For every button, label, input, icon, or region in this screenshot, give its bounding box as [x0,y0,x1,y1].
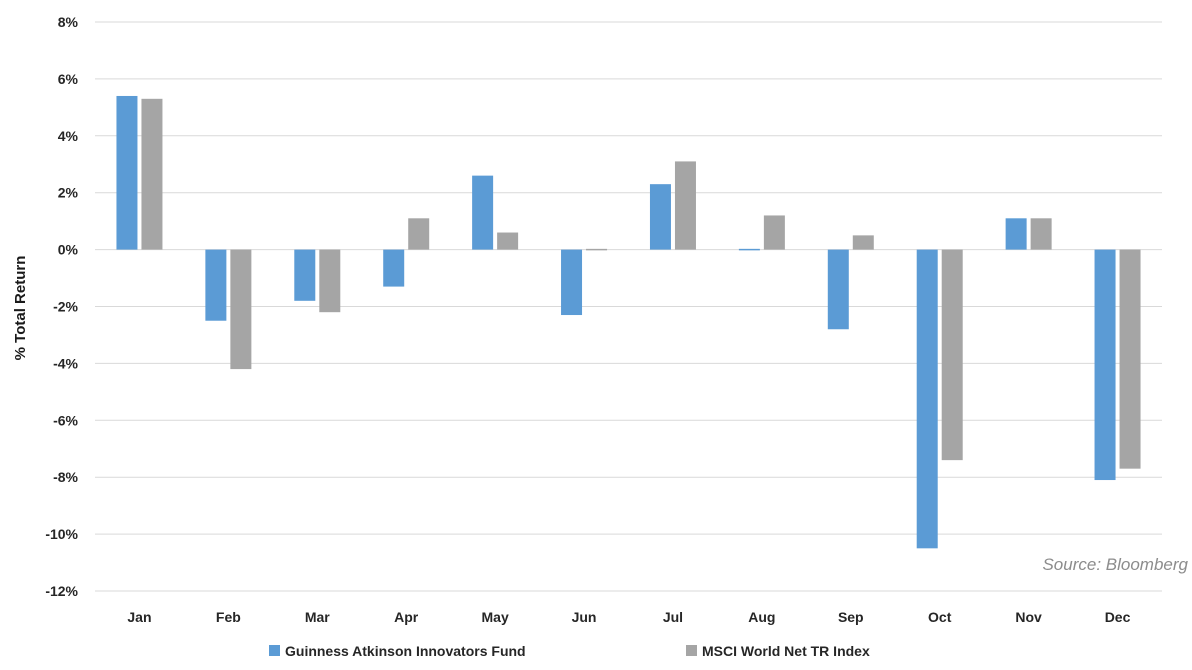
legend: Guinness Atkinson Innovators Fund MSCI Wo… [269,643,870,659]
bar-index-dec [1119,249,1141,469]
y-axis-title: % Total Return [12,256,29,361]
y-axis-ticks: -12% -10% -8% -6% -4% -2% 0% 2% 4% 6% 8% [45,14,78,599]
bar-fund-oct [916,249,938,549]
bar-fund-mar [294,249,316,301]
bar-index-mar [319,249,341,313]
source-annotation: Source: Bloomberg [1042,555,1188,574]
x-tick-label: Nov [1015,609,1042,625]
y-tick-label: -6% [53,412,78,428]
bar-fund-jul [649,184,671,250]
x-tick-label: Mar [305,609,330,625]
bars [116,95,1141,549]
bar-fund-jun [561,249,583,316]
y-tick-label: -10% [45,526,78,542]
bar-fund-jan [116,95,138,250]
legend-label: Guinness Atkinson Innovators Fund [285,643,526,659]
bar-fund-may [472,175,494,250]
bar-fund-dec [1094,249,1116,481]
x-tick-label: Jul [663,609,683,625]
y-tick-label: -4% [53,355,78,371]
bar-index-may [497,232,519,250]
bar-index-feb [230,249,252,370]
bar-index-aug [763,215,785,250]
y-tick-label: -12% [45,583,78,599]
y-tick-label: 0% [58,242,79,258]
y-tick-label: 6% [58,71,79,87]
x-tick-label: Jun [572,609,597,625]
x-tick-label: Oct [928,609,952,625]
x-tick-label: May [482,609,509,625]
x-tick-label: Apr [394,609,419,625]
x-tick-label: Jan [127,609,151,625]
x-tick-label: Aug [748,609,775,625]
bar-index-apr [408,218,430,250]
x-axis-ticks: Jan Feb Mar Apr May Jun Jul Aug Sep Oct Nov Dec [127,609,1130,625]
y-tick-label: 2% [58,185,79,201]
bar-index-jan [141,98,163,250]
bar-index-sep [852,235,874,250]
y-tick-label: -2% [53,299,78,315]
y-tick-label: 4% [58,128,79,144]
legend-swatch [686,645,697,656]
legend-swatch [269,645,280,656]
bar-index-jul [674,161,696,250]
bar-fund-aug [738,248,760,251]
x-tick-label: Dec [1105,609,1131,625]
bar-fund-sep [827,249,849,330]
legend-label: MSCI World Net TR Index [702,643,870,659]
bar-index-oct [941,249,963,461]
x-tick-label: Sep [838,609,864,625]
x-tick-label: Feb [216,609,241,625]
gridlines [95,21,1162,592]
bar-index-jun [586,248,608,251]
bar-fund-nov [1005,218,1027,250]
y-tick-label: 8% [58,14,79,30]
bar-fund-apr [383,249,405,287]
bar-index-nov [1030,218,1052,250]
y-tick-label: -8% [53,469,78,485]
bar-fund-feb [205,249,227,321]
